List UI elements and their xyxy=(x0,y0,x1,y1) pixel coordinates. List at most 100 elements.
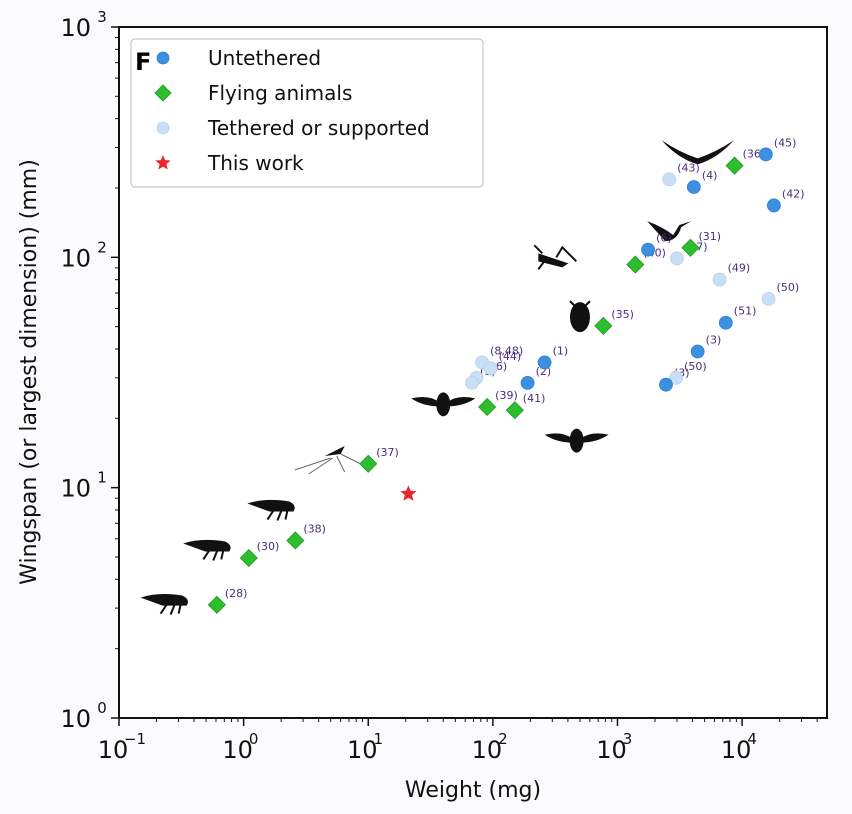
x-tick-exponent: −1 xyxy=(124,730,146,748)
reference-label: (28) xyxy=(225,587,248,600)
tethered-point xyxy=(712,272,727,287)
legend-item: Untethered xyxy=(156,46,321,70)
panel-letter: F xyxy=(135,48,151,76)
tethered-point xyxy=(483,361,498,376)
legend-item: This work xyxy=(155,151,304,175)
plot-frame xyxy=(118,26,828,719)
this-work-point xyxy=(400,485,417,501)
reference-label: (3) xyxy=(706,334,722,347)
y-tick-exponent: 1 xyxy=(97,469,107,487)
legend-label: Untethered xyxy=(208,46,321,70)
reference-label: (44) xyxy=(499,350,522,363)
reference-label: (35) xyxy=(611,308,634,321)
untethered-point xyxy=(686,180,701,194)
untethered-point xyxy=(641,242,655,257)
reference-label: (41) xyxy=(523,392,546,405)
data-points-layer xyxy=(207,147,781,614)
reference-label: (4) xyxy=(702,169,718,182)
y-tick-exponent: 3 xyxy=(97,8,107,26)
mosquito-silhouette-icon xyxy=(294,446,361,475)
reference-label: (31) xyxy=(698,230,721,243)
flying-animal-point xyxy=(207,595,226,614)
reference-label: (36) xyxy=(743,148,766,161)
wasp-silhouette-icon xyxy=(140,594,188,616)
legend-marker-diamond-icon xyxy=(154,84,172,102)
tethered-point xyxy=(670,251,684,266)
flying-animal-point xyxy=(286,531,305,550)
y-tick-label: 10 xyxy=(60,705,91,733)
legend-label: Flying animals xyxy=(208,81,352,105)
untethered-point xyxy=(520,376,535,390)
reference-label: (30) xyxy=(257,540,280,553)
reference-label: (51) xyxy=(734,305,757,318)
x-axis: 10−1 100 101 102 103 104 xyxy=(98,718,818,764)
reference-label: (45) xyxy=(774,136,797,149)
y-axis-title: Wingspan (or largest dimension) (mm) xyxy=(17,159,42,585)
legend-label: This work xyxy=(207,151,304,175)
reference-label: (50) xyxy=(684,360,707,373)
y-tick-label: 10 xyxy=(60,244,91,272)
flying-animal-point xyxy=(681,238,700,257)
x-tick-label: 10 xyxy=(98,736,129,764)
reference-label: (1) xyxy=(553,344,569,357)
locust-silhouette-icon xyxy=(533,244,578,270)
legend-marker-circle-icon xyxy=(156,121,170,135)
untethered-point xyxy=(718,315,733,330)
reference-label: (38) xyxy=(303,522,326,535)
reference-label: (8,48) xyxy=(490,344,523,357)
x-tick-label: 10 xyxy=(721,736,752,764)
x-tick-exponent: 0 xyxy=(249,730,259,748)
flying-animal-point xyxy=(626,255,645,274)
legend: F Untethered Flying animals Tethered or su… xyxy=(130,38,484,188)
y-tick-exponent: 0 xyxy=(97,699,107,717)
x-tick-label: 10 xyxy=(347,736,378,764)
bat-silhouette-icon xyxy=(661,140,734,165)
untethered-point xyxy=(767,198,781,213)
reference-label: (37) xyxy=(376,446,399,459)
legend-marker-circle-icon xyxy=(156,51,170,65)
silhouettes-layer xyxy=(140,140,734,616)
legend-box xyxy=(130,38,484,188)
x-tick-exponent: 4 xyxy=(747,730,757,748)
reference-label: (39) xyxy=(495,389,518,402)
flying-animal-point xyxy=(478,397,497,417)
reference-label: (43) xyxy=(677,161,700,174)
tethered-point xyxy=(465,376,479,390)
legend-item: Tethered or supported xyxy=(156,116,430,140)
flying-animal-point xyxy=(239,548,258,568)
x-tick-exponent: 1 xyxy=(373,730,383,748)
flying-animal-point xyxy=(725,156,744,175)
y-tick-label: 10 xyxy=(60,475,91,503)
untethered-point xyxy=(659,377,673,392)
reference-label: (49) xyxy=(728,262,751,275)
reference-label: (50) xyxy=(777,281,800,294)
y-axis: 10 0 10 1 10 2 10 3 xyxy=(60,8,119,733)
beetle-silhouette-icon xyxy=(569,300,591,333)
tethered-point xyxy=(761,291,776,306)
legend-label: Tethered or supported xyxy=(207,116,430,140)
cockroach-silhouette-icon xyxy=(247,499,295,521)
legend-item: Flying animals xyxy=(154,81,352,105)
untethered-point xyxy=(690,344,705,359)
x-tick-exponent: 2 xyxy=(498,730,508,748)
x-tick-label: 10 xyxy=(222,736,253,764)
x-axis-title: Weight (mg) xyxy=(405,778,541,803)
legend-marker-star-icon xyxy=(155,155,171,170)
flying-animal-point xyxy=(505,401,524,420)
flying-animal-point xyxy=(594,316,613,335)
fruit-fly-silhouette-icon xyxy=(183,539,231,561)
hummingbird-silhouette-icon xyxy=(647,221,692,242)
untethered-point xyxy=(537,355,552,370)
x-tick-label: 10 xyxy=(472,736,503,764)
hoverfly-silhouette-icon xyxy=(544,428,609,453)
tethered-point xyxy=(662,172,677,187)
reference-label: (42) xyxy=(782,187,805,200)
y-tick-exponent: 2 xyxy=(97,238,107,256)
tethered-point xyxy=(669,370,683,385)
reference-label: (6) xyxy=(656,232,672,245)
untethered-point xyxy=(758,147,773,162)
bee-silhouette-icon xyxy=(411,392,476,417)
y-tick-label: 10 xyxy=(60,14,91,42)
flying-animal-point xyxy=(359,454,378,473)
